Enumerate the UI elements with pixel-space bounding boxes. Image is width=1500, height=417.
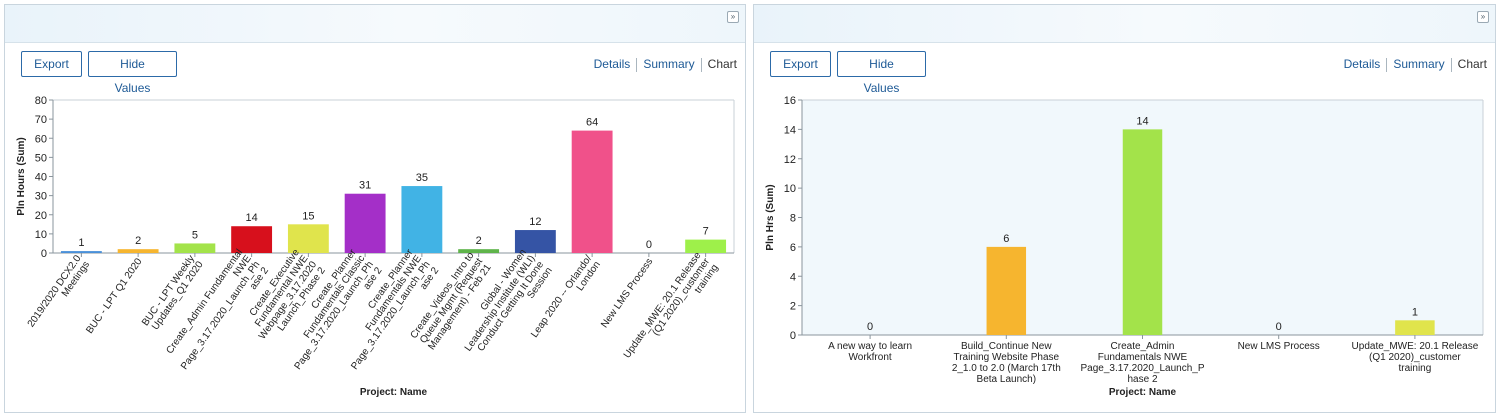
export-button[interactable]: Export <box>21 51 82 77</box>
bar[interactable] <box>344 193 386 253</box>
bar[interactable] <box>1395 320 1435 335</box>
chart-link[interactable]: Chart <box>1457 57 1487 71</box>
x-tick-label: Update_MWE: 20.1 Release(Q1 2020)_custom… <box>1352 341 1479 374</box>
chart-panel-left: » Export Hide Values Details Summary Chart… <box>4 4 746 413</box>
x-tick-label: Update_MWE: 20.1 Release(Q1 2020)_custom… <box>622 250 721 373</box>
bar[interactable] <box>1122 129 1163 335</box>
bar[interactable] <box>986 246 1027 335</box>
summary-link[interactable]: Summary <box>643 57 695 71</box>
bar[interactable] <box>401 186 443 253</box>
data-label: 31 <box>359 180 371 192</box>
y-axis-title: Pln Hrs (Sum) <box>765 184 776 250</box>
y-tick-label: 0 <box>41 248 47 260</box>
data-label: 0 <box>867 321 873 333</box>
panel-header: » <box>754 5 1495 43</box>
details-link[interactable]: Details <box>593 57 631 71</box>
bar[interactable] <box>60 251 102 253</box>
hide-values-button[interactable]: Hide Values <box>88 51 177 95</box>
data-label: 0 <box>646 239 652 251</box>
y-tick-label: 10 <box>35 229 47 241</box>
separator <box>1450 57 1452 72</box>
data-label: 0 <box>1276 321 1282 333</box>
data-label: 5 <box>192 229 198 241</box>
x-tick-label: Build_Continue New Training Website Phase… <box>952 341 1061 385</box>
y-tick-label: 10 <box>784 183 796 195</box>
bar[interactable] <box>117 249 159 253</box>
bar[interactable] <box>174 243 216 253</box>
collapse-icon[interactable]: » <box>727 11 739 23</box>
chart-link[interactable]: Chart <box>707 57 737 71</box>
summary-link[interactable]: Summary <box>1393 57 1445 71</box>
y-tick-label: 20 <box>35 210 47 222</box>
y-tick-label: 50 <box>35 152 47 164</box>
y-tick-label: 30 <box>35 191 47 203</box>
data-label: 64 <box>586 117 598 129</box>
data-label: 14 <box>1136 115 1148 127</box>
bar[interactable] <box>287 224 329 253</box>
data-label: 14 <box>246 212 258 224</box>
data-label: 35 <box>416 172 428 184</box>
y-tick-label: 80 <box>35 95 47 107</box>
plot-area <box>53 100 734 253</box>
export-button[interactable]: Export <box>770 51 831 77</box>
view-switcher: Details Summary Chart <box>1338 57 1487 72</box>
y-tick-label: 16 <box>784 95 796 107</box>
data-label: 1 <box>1412 306 1418 318</box>
x-tick-label: New LMS Process <box>1238 341 1320 352</box>
data-label: 6 <box>1003 233 1009 245</box>
data-label: 2 <box>135 235 141 247</box>
y-tick-label: 14 <box>784 124 796 136</box>
bar[interactable] <box>514 230 556 253</box>
bar[interactable] <box>458 249 500 253</box>
y-tick-label: 70 <box>35 114 47 126</box>
y-tick-label: 8 <box>790 213 796 225</box>
y-tick-label: 12 <box>784 154 796 166</box>
data-label: 15 <box>302 210 314 222</box>
bar[interactable] <box>571 130 613 253</box>
data-label: 1 <box>78 237 84 249</box>
y-tick-label: 4 <box>790 271 796 283</box>
y-tick-label: 6 <box>790 242 796 254</box>
x-axis-title: Project: Name <box>1109 387 1177 398</box>
y-tick-label: 2 <box>790 301 796 313</box>
x-axis-title: Project: Name <box>360 387 428 398</box>
data-label: 12 <box>529 216 541 228</box>
y-tick-label: 40 <box>35 172 47 184</box>
panel-header: » <box>5 5 745 43</box>
separator <box>636 57 638 72</box>
y-tick-label: 60 <box>35 133 47 145</box>
separator <box>700 57 702 72</box>
view-switcher: Details Summary Chart <box>588 57 737 72</box>
x-tick-label: A new way to learn Workfront <box>828 341 912 363</box>
bar[interactable] <box>231 226 273 253</box>
y-tick-label: 0 <box>790 330 796 342</box>
data-label: 2 <box>476 235 482 247</box>
collapse-icon[interactable]: » <box>1477 11 1489 23</box>
hide-values-button[interactable]: Hide Values <box>837 51 926 95</box>
bar[interactable] <box>685 239 727 253</box>
x-tick-label: Create_Admin Fundamentals NWE Page_3.17.20… <box>1080 341 1204 385</box>
x-tick-label: 2019/2020 DCX2.0Meetings <box>26 253 93 335</box>
y-axis-title: Pln Hours (Sum) <box>16 137 27 215</box>
details-link[interactable]: Details <box>1343 57 1381 71</box>
data-label: 7 <box>703 226 709 238</box>
x-tick-label: BUC - LPT Q1 2020 <box>84 256 144 336</box>
chart-panel-right: » Export Hide Values Details Summary Chart… <box>753 4 1496 413</box>
separator <box>1386 57 1388 72</box>
